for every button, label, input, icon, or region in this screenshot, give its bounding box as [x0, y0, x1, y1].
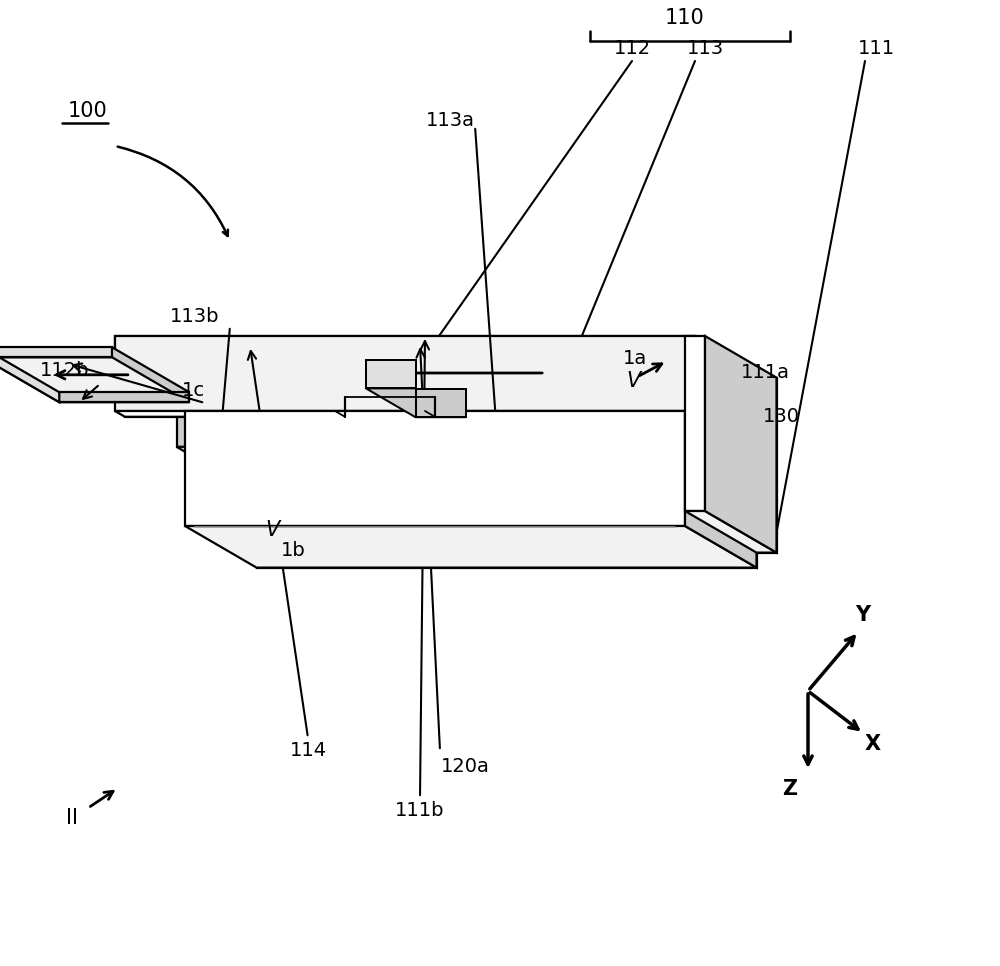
Text: 110: 110	[665, 8, 705, 28]
Polygon shape	[59, 392, 189, 402]
Polygon shape	[125, 342, 705, 416]
Polygon shape	[0, 348, 112, 357]
Polygon shape	[757, 378, 776, 553]
Text: 113b: 113b	[170, 306, 220, 326]
Polygon shape	[185, 526, 757, 568]
Polygon shape	[115, 411, 705, 416]
Text: 120a: 120a	[441, 756, 489, 776]
Text: 130: 130	[763, 407, 800, 426]
Polygon shape	[685, 336, 705, 511]
Text: II: II	[66, 808, 78, 828]
Text: 1a: 1a	[623, 349, 647, 367]
Text: V: V	[266, 520, 280, 540]
Text: 112b: 112b	[40, 361, 90, 381]
Polygon shape	[185, 411, 685, 526]
Text: 111: 111	[857, 39, 895, 58]
Text: 114: 114	[289, 742, 327, 760]
Polygon shape	[177, 372, 757, 447]
Polygon shape	[685, 511, 776, 553]
Polygon shape	[685, 411, 757, 568]
Polygon shape	[0, 348, 59, 402]
Polygon shape	[115, 336, 695, 354]
Polygon shape	[0, 357, 189, 402]
Text: 113a: 113a	[426, 111, 475, 130]
Text: Z: Z	[782, 779, 798, 799]
Polygon shape	[177, 447, 767, 453]
Text: X: X	[865, 734, 881, 754]
Polygon shape	[187, 378, 767, 453]
Text: 100: 100	[68, 101, 108, 121]
Text: 1b: 1b	[281, 541, 306, 560]
Text: V: V	[626, 371, 640, 391]
Polygon shape	[0, 348, 189, 392]
Polygon shape	[115, 354, 767, 396]
Polygon shape	[366, 388, 466, 417]
Polygon shape	[416, 389, 466, 417]
Polygon shape	[366, 360, 416, 388]
Polygon shape	[115, 336, 695, 411]
Text: 113: 113	[686, 39, 724, 58]
Text: Y: Y	[855, 606, 870, 625]
Text: 1c: 1c	[181, 382, 205, 401]
Text: 111a: 111a	[740, 363, 790, 383]
Text: 111b: 111b	[395, 802, 445, 820]
Text: 112: 112	[613, 39, 651, 58]
Polygon shape	[257, 453, 757, 568]
Polygon shape	[705, 336, 776, 553]
